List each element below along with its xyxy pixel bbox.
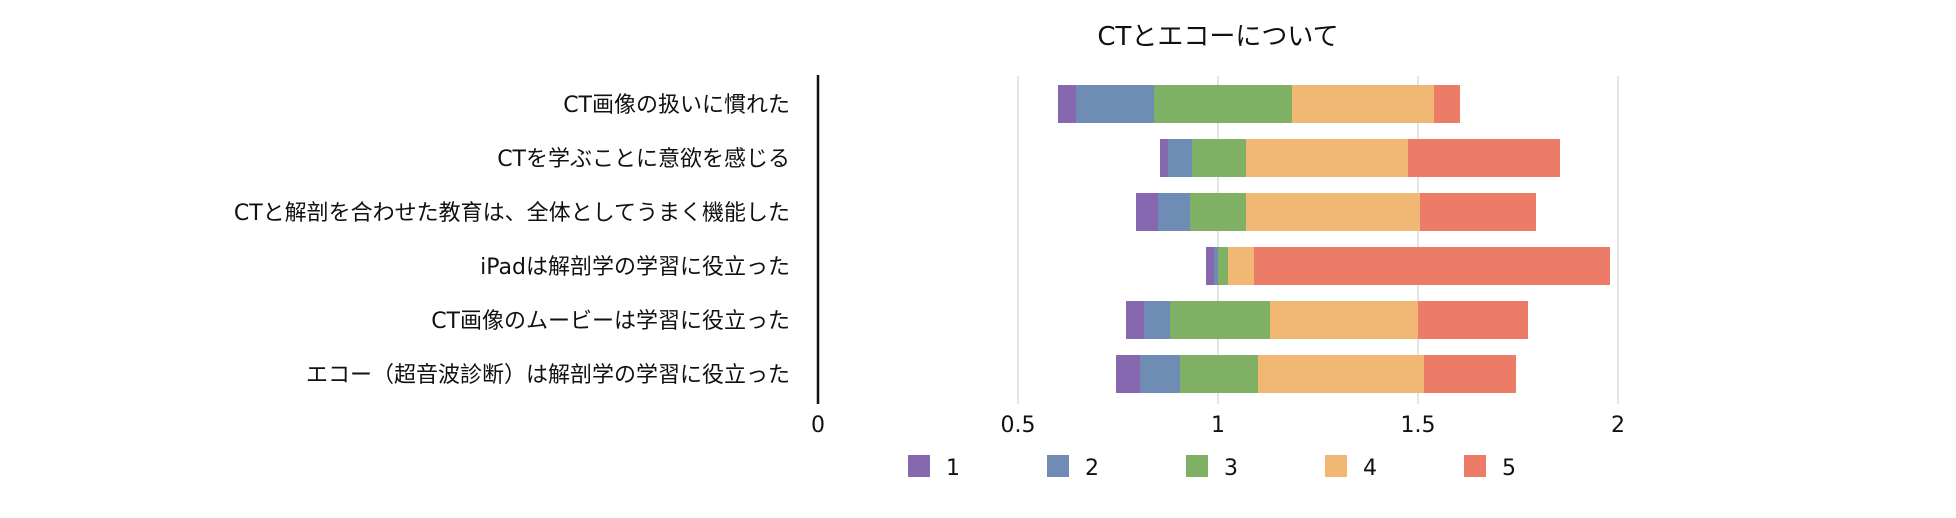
bar-row5-series1 [1126,301,1144,339]
category-label-6: エコー（超音波診断）は解剖学の学習に役立った [306,363,790,388]
bar-row6-series4 [1258,355,1424,393]
bar-row2-series1 [1160,139,1168,177]
category-label-3: CTと解剖を合わせた教育は、全体としてうまく機能した [234,201,790,226]
bar-row1-series2 [1076,85,1154,123]
legend-swatch-3 [1186,455,1208,477]
legend: 1 2 3 4 5 [908,455,1516,481]
legend-swatch-4 [1325,455,1347,477]
bar-row4-series5 [1254,247,1610,285]
bar-row3-series2 [1158,193,1190,231]
bar-row4-series1 [1206,247,1214,285]
legend-label-4: 4 [1363,456,1377,481]
x-tick-label-1: 0.5 [1001,413,1036,438]
legend-label-2: 2 [1085,456,1099,481]
bar-row1-series5 [1434,85,1460,123]
legend-label-5: 5 [1502,456,1516,481]
bar-row5-series2 [1144,301,1170,339]
legend-label-3: 3 [1224,456,1238,481]
bar-row1-series3 [1154,85,1292,123]
legend-swatch-1 [908,455,930,477]
bar-row2-series2 [1168,139,1192,177]
bar-row2-series4 [1246,139,1408,177]
bar-row4-series2 [1214,247,1218,285]
legend-swatch-5 [1464,455,1486,477]
bar-row6-series2 [1140,355,1180,393]
bar-row3-series5 [1420,193,1536,231]
category-labels: CT画像の扱いに慣れた CTを学ぶことに意欲を感じる CTと解剖を合わせた教育は、全… [234,93,790,388]
grid-lines [1017,76,1619,404]
x-tick-label-2: 1 [1211,413,1225,438]
category-label-5: CT画像のムービーは学習に役立った [431,309,790,334]
bar-row1-series4 [1292,85,1434,123]
category-label-4: iPadは解剖学の学習に役立った [480,255,790,280]
bar-row2-series5 [1408,139,1560,177]
bar-row5-series4 [1270,301,1418,339]
bar-row6-series1 [1116,355,1140,393]
bar-row4-series4 [1228,247,1254,285]
bar-row3-series4 [1246,193,1420,231]
bar-row1-series1 [1058,85,1076,123]
bar-row4-series3 [1218,247,1228,285]
bar-row6-series3 [1180,355,1258,393]
bar-row5-series3 [1170,301,1270,339]
bar-row2-series3 [1192,139,1246,177]
x-tick-label-0: 0 [811,413,825,438]
category-label-1: CT画像の扱いに慣れた [563,93,790,118]
bar-row3-series3 [1190,193,1246,231]
bar-row5-series5 [1418,301,1528,339]
x-tick-label-4: 2 [1611,413,1625,438]
chart-title: CTとエコーについて [1097,22,1338,52]
x-tick-label-3: 1.5 [1401,413,1436,438]
bars [1058,85,1610,393]
legend-swatch-2 [1047,455,1069,477]
category-label-2: CTを学ぶことに意欲を感じる [497,147,790,172]
bar-row3-series1 [1136,193,1158,231]
x-tick-labels: 0 0.5 1 1.5 2 [811,413,1625,438]
bar-row6-series5 [1424,355,1516,393]
legend-label-1: 1 [946,456,960,481]
